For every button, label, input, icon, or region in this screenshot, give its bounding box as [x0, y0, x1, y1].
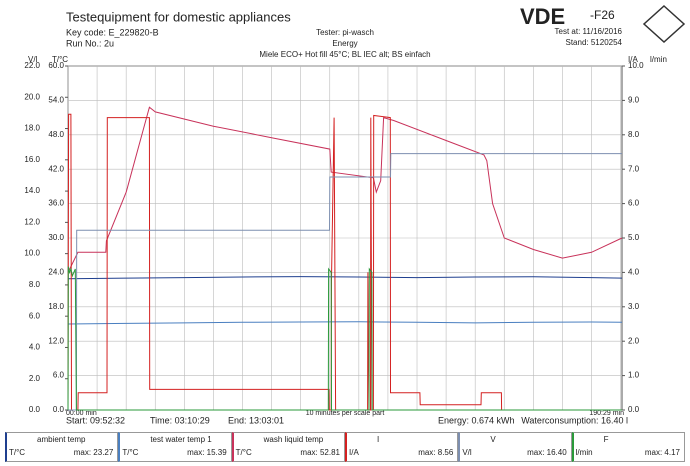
time: Time: 03:10:29	[150, 415, 210, 425]
y-tick-label: 0.0	[29, 405, 41, 414]
logo-suffix: -F26	[590, 8, 615, 22]
y-tick-label: 6.0	[29, 311, 41, 320]
axis-label: V/l	[28, 55, 38, 64]
y-tick-label: 0.0	[628, 405, 640, 414]
title: Testequipment for domestic appliances	[66, 9, 291, 24]
y-tick-label: 3.0	[628, 302, 640, 311]
y-tick-label: 22.0	[24, 61, 40, 70]
legend-max-label: max: 52.81	[300, 448, 340, 457]
legend-name: I	[377, 435, 380, 444]
y-tick-label: 14.0	[24, 186, 40, 195]
x-label: 190:29 min	[589, 410, 624, 417]
legend-max-label: max: 4.17	[644, 448, 680, 457]
y-tick-label: 54.0	[48, 96, 64, 105]
test-at: Test at: 11/16/2016	[555, 27, 623, 36]
y-tick-label: 6.0	[628, 199, 640, 208]
mode: Energy	[332, 39, 357, 48]
tester: Tester: pi-wasch	[316, 28, 374, 37]
y-tick-label: 8.0	[29, 280, 41, 289]
x-label: 10 minutes per scale part	[306, 410, 385, 417]
y-tick-label: 12.0	[24, 217, 40, 226]
y-tick-label: 48.0	[48, 130, 64, 139]
y-tick-label: 2.0	[628, 336, 640, 345]
legend-name: test water temp 1	[150, 435, 212, 444]
axis-label: l/min	[650, 55, 667, 64]
y-tick-label: 18.0	[48, 302, 64, 311]
y-tick-label: 6.0	[53, 371, 65, 380]
legend-name: wash liquid temp	[263, 435, 324, 444]
legend-entry: ambient temp T/°C max: 23.27	[5, 432, 119, 462]
y-tick-label: 30.0	[48, 233, 64, 242]
logo: VDE	[520, 4, 565, 29]
series-line	[67, 276, 623, 280]
legend-max-label: max: 15.39	[187, 448, 227, 457]
logo-icon	[642, 4, 686, 44]
y-tick-label: 2.0	[29, 374, 41, 383]
y-tick-label: 8.0	[628, 130, 640, 139]
legend-name: ambient temp	[37, 435, 86, 444]
series-line	[67, 321, 623, 325]
series-line	[67, 106, 623, 273]
series-line	[67, 113, 622, 411]
y-tick-label: 7.0	[628, 164, 640, 173]
y-tick-label: 4.0	[29, 343, 41, 352]
key-code: Key code: E_229820-B	[66, 27, 159, 37]
run-no: Run No.: 2u	[66, 38, 114, 48]
y-tick-label: 18.0	[24, 124, 40, 133]
water: Waterconsumption: 16.40 l	[521, 415, 628, 425]
y-tick-label: 20.0	[24, 92, 40, 101]
legend-entry: V V/l max: 16.40	[458, 432, 572, 462]
legend-unit: T/°C	[9, 448, 26, 457]
series-line	[68, 153, 622, 411]
x-label: 00:00 min	[66, 410, 97, 417]
end: End: 13:03:01	[228, 415, 284, 425]
y-tick-label: 36.0	[48, 199, 64, 208]
y-tick-label: 10.0	[628, 61, 644, 70]
chart: Testequipment for domestic appliances Ke…	[24, 4, 686, 425]
legend-max-label: max: 23.27	[73, 448, 114, 457]
axis-label: T/°C	[52, 55, 68, 64]
energy: Energy: 0.674 kWh	[438, 415, 515, 425]
legend-unit: I/A	[349, 448, 359, 457]
legend-unit: l/min	[575, 448, 593, 457]
legend-unit: T/°C	[235, 448, 252, 457]
legend-name: F	[603, 435, 609, 444]
y-tick-label: 10.0	[24, 249, 40, 258]
axis-label: I/A	[628, 55, 638, 64]
legend-name: V	[490, 435, 496, 444]
y-tick-label: 24.0	[48, 268, 64, 277]
y-tick-label: 9.0	[628, 96, 640, 105]
y-tick-label: 1.0	[628, 371, 640, 380]
y-tick-label: 4.0	[628, 268, 640, 277]
y-tick-label: 5.0	[628, 233, 640, 242]
y-tick-label: 16.0	[24, 155, 40, 164]
legend-max-label: max: 16.40	[527, 448, 567, 457]
series-line	[67, 266, 622, 411]
legend-unit: V/l	[462, 448, 472, 457]
y-tick-label: 42.0	[48, 164, 64, 173]
y-tick-label: 0.0	[53, 405, 65, 414]
start: Start: 09:52:32	[66, 415, 125, 425]
legend-entry: I I/A max: 8.56	[345, 432, 459, 462]
y-tick-label: 12.0	[48, 336, 64, 345]
legend-entry: test water temp 1 T/°C max: 15.39	[118, 432, 232, 462]
legend-unit: T/°C	[122, 448, 139, 457]
y-tick-label: 60.0	[48, 61, 64, 70]
program: Miele ECO+ Hot fill 45°C; BL IEC alt; BS…	[259, 50, 430, 59]
stand: Stand: 5120254	[566, 38, 623, 47]
legend-entry: wash liquid temp T/°C max: 52.81	[231, 432, 345, 462]
legend-max-label: max: 8.56	[418, 448, 454, 457]
